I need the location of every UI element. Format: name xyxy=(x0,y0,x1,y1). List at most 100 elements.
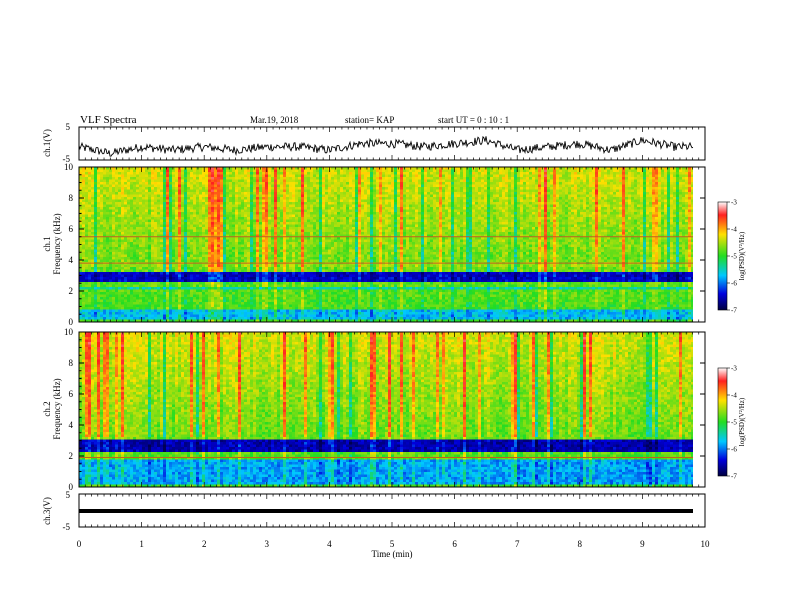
spectrogram-cell xyxy=(295,202,298,205)
spectrogram-cell xyxy=(622,197,625,200)
spectrogram-cell xyxy=(631,175,634,178)
spectrogram-cell xyxy=(646,210,649,213)
spectrogram-cell xyxy=(556,217,559,220)
spectrogram-cell xyxy=(238,190,241,193)
spectrogram-cell xyxy=(226,192,229,195)
spectrogram-cell xyxy=(235,202,238,205)
spectrogram-cell xyxy=(193,195,196,198)
spectrogram-cell xyxy=(265,222,268,225)
spectrogram-cell xyxy=(256,215,259,218)
spectrogram-cell xyxy=(652,172,655,175)
spectrogram-cell xyxy=(526,225,529,228)
spectrogram-cell xyxy=(661,190,664,193)
spectrogram-cell xyxy=(541,195,544,198)
spectrogram-cell xyxy=(649,217,652,220)
spectrogram-cell xyxy=(511,187,514,190)
spectrogram-cell xyxy=(307,225,310,228)
spectrogram-cell xyxy=(139,207,142,210)
spectrogram-cell xyxy=(565,200,568,203)
spectrogram-cell xyxy=(628,195,631,198)
spectrogram-cell xyxy=(430,172,433,175)
spectrogram-cell xyxy=(211,210,214,213)
spectrogram-cell xyxy=(463,207,466,210)
spectrogram-cell xyxy=(259,205,262,208)
spectrogram-cell xyxy=(169,172,172,175)
spectrogram-cell xyxy=(433,225,436,228)
spectrogram-cell xyxy=(163,217,166,220)
spectrogram-cell xyxy=(646,222,649,225)
spectrogram-cell xyxy=(571,200,574,203)
spectrogram-cell xyxy=(577,200,580,203)
spectrogram-cell xyxy=(484,217,487,220)
spectrogram-cell xyxy=(688,217,691,220)
spectrogram-cell xyxy=(622,190,625,193)
spectrogram-cell xyxy=(94,170,97,173)
spectrogram-cell xyxy=(484,192,487,195)
spectrogram-cell xyxy=(322,205,325,208)
spectrogram-cell xyxy=(469,205,472,208)
spectrogram-cell xyxy=(469,217,472,220)
spectrogram-cell xyxy=(274,187,277,190)
spectrogram-cell xyxy=(301,222,304,225)
spectrogram-cell xyxy=(517,197,520,200)
spectrogram-cell xyxy=(388,180,391,183)
spectrogram-cell xyxy=(256,185,259,188)
spectrogram-cell xyxy=(472,197,475,200)
spectrogram-cell xyxy=(319,212,322,215)
spectrogram-cell xyxy=(91,207,94,210)
spectrogram-cell xyxy=(181,195,184,198)
spectrogram-cell xyxy=(667,207,670,210)
spectrogram-cell xyxy=(457,210,460,213)
spectrogram-cell xyxy=(139,172,142,175)
spectrogram-cell xyxy=(331,197,334,200)
spectrogram-cell xyxy=(688,180,691,183)
spectrogram-cell xyxy=(136,192,139,195)
spectrogram-cell xyxy=(181,227,184,230)
spectrogram-cell xyxy=(160,197,163,200)
spectrogram-cell xyxy=(292,192,295,195)
spectrogram-cell xyxy=(436,210,439,213)
spectrogram-cell xyxy=(211,187,214,190)
spectrogram-cell xyxy=(190,222,193,225)
spectrogram-cell xyxy=(433,175,436,178)
spectrogram-cell xyxy=(373,192,376,195)
spectrogram-cell xyxy=(460,175,463,178)
spectrogram-cell xyxy=(319,215,322,218)
spectrogram-cell xyxy=(199,185,202,188)
spectrogram-cell xyxy=(409,192,412,195)
spectrogram-cell xyxy=(148,227,151,230)
spectrogram-cell xyxy=(187,215,190,218)
spectrogram-cell xyxy=(250,222,253,225)
spectrogram-cell xyxy=(244,212,247,215)
spectrogram-cell xyxy=(223,195,226,198)
spectrogram-cell xyxy=(319,182,322,185)
spectrogram-cell xyxy=(649,222,652,225)
spectrogram-cell xyxy=(442,215,445,218)
spectrogram-cell xyxy=(448,177,451,180)
spectrogram-cell xyxy=(394,210,397,213)
spectrogram-cell xyxy=(337,185,340,188)
spectrogram-cell xyxy=(457,170,460,173)
spectrogram-cell xyxy=(496,185,499,188)
spectrogram-cell xyxy=(397,182,400,185)
spectrogram-cell xyxy=(154,210,157,213)
spectrogram-cell xyxy=(223,180,226,183)
spectrogram-cell xyxy=(196,212,199,215)
spectrogram-cell xyxy=(652,207,655,210)
spectrogram-cell xyxy=(298,177,301,180)
spectrogram-cell xyxy=(316,197,319,200)
spectrogram-cell xyxy=(487,180,490,183)
spectrogram-cell xyxy=(634,225,637,228)
spectrogram-cell xyxy=(271,182,274,185)
spectrogram-cell xyxy=(121,207,124,210)
spectrogram-cell xyxy=(292,212,295,215)
spectrogram-cell xyxy=(625,222,628,225)
spectrogram-cell xyxy=(121,220,124,223)
spectrogram-cell xyxy=(85,225,88,228)
spectrogram-cell xyxy=(664,215,667,218)
spectrogram-cell xyxy=(628,200,631,203)
spectrogram-cell xyxy=(226,195,229,198)
spectrogram-cell xyxy=(187,217,190,220)
spectrogram-cell xyxy=(460,182,463,185)
spectrogram-cell xyxy=(559,170,562,173)
